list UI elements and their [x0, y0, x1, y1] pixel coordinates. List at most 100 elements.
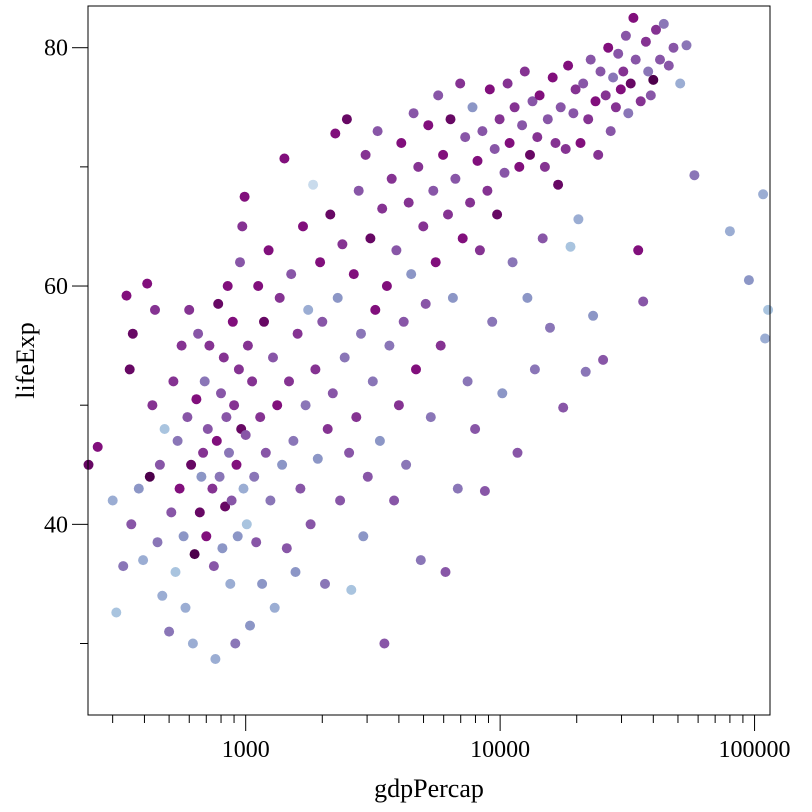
data-point	[406, 269, 417, 280]
data-point	[111, 607, 122, 618]
data-point	[396, 138, 407, 148]
data-point	[358, 531, 369, 542]
data-point	[452, 483, 463, 494]
data-point	[522, 292, 533, 303]
data-point	[288, 435, 299, 446]
data-point	[172, 435, 183, 446]
data-point	[325, 209, 336, 220]
data-point	[168, 376, 179, 387]
data-point	[398, 316, 409, 327]
data-point	[504, 138, 515, 148]
data-point	[298, 221, 308, 232]
data-point	[286, 269, 297, 280]
data-point	[428, 185, 439, 196]
data-point	[620, 30, 631, 41]
data-point	[300, 400, 311, 411]
data-point	[180, 602, 191, 613]
data-point	[335, 495, 346, 506]
data-point	[268, 352, 278, 363]
data-point	[519, 66, 530, 77]
data-point	[265, 495, 276, 506]
data-point	[216, 388, 226, 399]
data-point	[226, 495, 237, 506]
data-point	[241, 519, 252, 530]
data-point	[578, 78, 589, 89]
data-point	[763, 304, 774, 315]
data-point	[465, 197, 476, 208]
data-point	[320, 578, 330, 589]
data-point	[450, 173, 461, 184]
data-point	[575, 138, 586, 148]
data-point	[191, 394, 202, 405]
data-point	[92, 441, 103, 452]
data-point	[202, 424, 213, 434]
data-point	[512, 447, 523, 458]
data-point	[147, 400, 158, 411]
data-point	[403, 197, 414, 208]
data-point	[658, 18, 669, 29]
data-point	[593, 149, 604, 160]
data-point	[580, 366, 591, 377]
data-point	[443, 209, 453, 220]
data-point	[724, 226, 735, 237]
data-point	[625, 78, 636, 89]
data-point	[290, 567, 301, 577]
data-point	[487, 316, 498, 327]
y-tick-label: 40	[44, 512, 68, 538]
data-point	[374, 435, 385, 446]
data-point	[193, 328, 204, 339]
data-point	[588, 310, 599, 321]
data-point	[186, 459, 197, 470]
data-point	[138, 555, 149, 566]
data-point	[217, 543, 228, 554]
data-point	[425, 412, 436, 423]
data-point	[514, 161, 525, 172]
data-point	[389, 495, 400, 506]
data-point	[689, 170, 700, 181]
data-point	[537, 233, 548, 244]
data-point	[413, 161, 424, 172]
data-point	[142, 278, 153, 289]
data-point	[482, 185, 493, 196]
y-tick-label: 60	[44, 274, 68, 300]
data-point	[377, 203, 388, 214]
data-point	[558, 402, 569, 413]
data-point	[341, 114, 352, 125]
data-point	[207, 483, 218, 494]
data-point	[201, 531, 212, 542]
data-point	[547, 72, 558, 83]
data-point	[240, 430, 251, 440]
data-point	[274, 292, 285, 303]
data-point	[322, 424, 333, 434]
data-point	[170, 567, 181, 577]
data-point	[281, 543, 292, 554]
data-point	[187, 638, 198, 649]
data-point	[655, 54, 665, 65]
data-point	[295, 483, 306, 494]
data-point	[542, 114, 553, 125]
data-point	[196, 471, 207, 482]
data-point	[393, 400, 404, 411]
data-point	[260, 447, 271, 458]
data-point	[199, 376, 210, 387]
data-point	[255, 412, 266, 423]
data-point	[648, 74, 659, 85]
data-point	[447, 292, 458, 303]
data-point	[462, 376, 473, 387]
data-point	[249, 471, 260, 482]
data-point	[159, 424, 170, 434]
data-point	[362, 471, 373, 482]
data-point	[346, 584, 357, 595]
data-point	[327, 388, 338, 399]
data-point	[118, 561, 129, 572]
data-point	[608, 72, 619, 83]
data-point	[507, 257, 518, 268]
data-point	[233, 364, 244, 375]
data-point	[222, 281, 233, 291]
data-point	[194, 507, 205, 518]
data-point	[279, 153, 290, 164]
data-point	[681, 40, 692, 51]
data-point	[532, 132, 543, 143]
data-point	[204, 340, 215, 351]
